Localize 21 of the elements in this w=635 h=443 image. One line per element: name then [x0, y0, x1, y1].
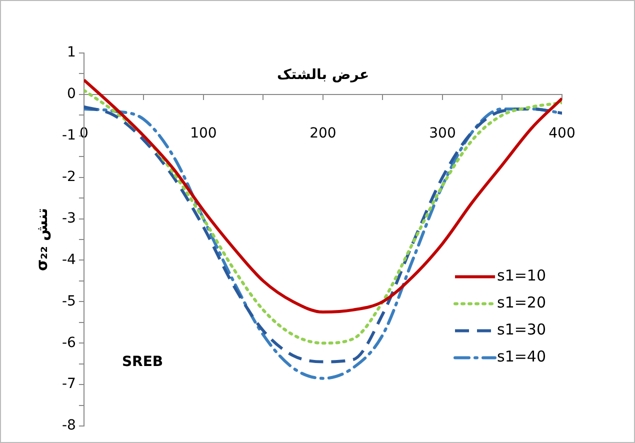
x-tick-label: 100	[190, 125, 217, 142]
y-tick-label: -2	[62, 168, 76, 185]
y-tick-label: -5	[62, 293, 76, 310]
legend-label: s1=20	[497, 294, 546, 312]
x-tick-label: 300	[429, 125, 456, 142]
y-tick-label: -7	[62, 376, 76, 392]
x-tick-label: 400	[548, 125, 576, 142]
y-tick-label: -6	[62, 334, 76, 351]
y-tick-label: 1	[67, 44, 76, 61]
legend-label: s1=10	[497, 266, 546, 285]
annotation: SREB	[122, 354, 164, 370]
y-tick-label: -1	[62, 128, 76, 144]
x-tick-label: 200	[310, 125, 336, 142]
y-tick-label: -4	[62, 252, 76, 268]
y-tick-label: 0	[67, 86, 76, 102]
y-tick-label: -3	[62, 210, 76, 226]
x-axis-title: عرض بالشتک	[276, 67, 370, 84]
y-tick-label: -8	[62, 418, 76, 434]
legend-label: s1=30	[497, 320, 546, 339]
y-axis-title: تنش σ₂₂	[32, 208, 51, 272]
legend-label: s1=40	[497, 348, 546, 366]
